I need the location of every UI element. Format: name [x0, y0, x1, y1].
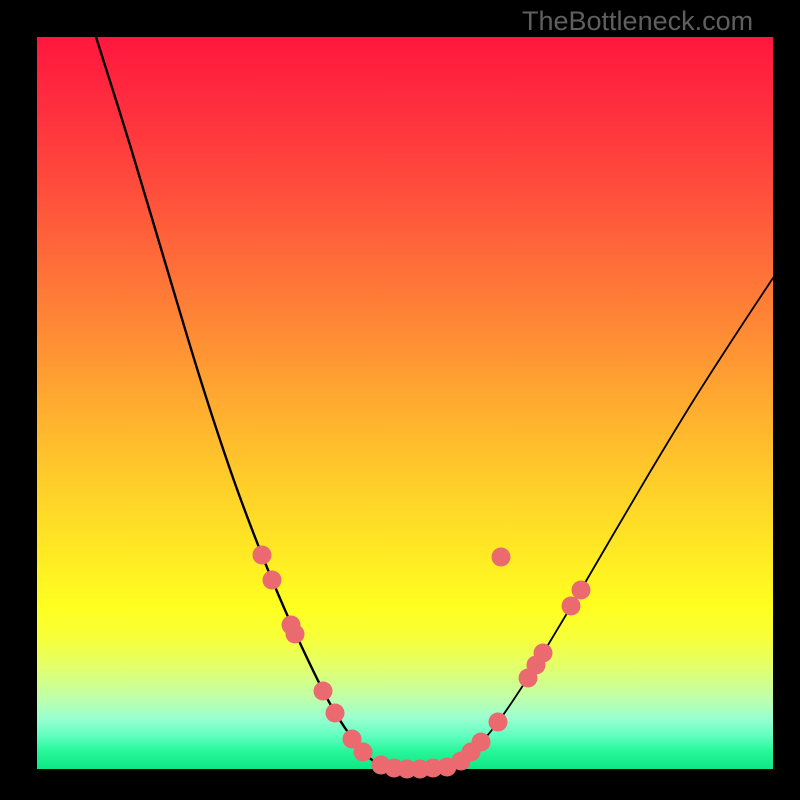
marker-point: [489, 713, 508, 732]
marker-point: [472, 733, 491, 752]
marker-point: [354, 743, 373, 762]
plot-background: [37, 37, 773, 769]
marker-point: [492, 548, 511, 567]
marker-point: [562, 597, 581, 616]
watermark-text: TheBottleneck.com: [522, 6, 753, 37]
marker-point: [253, 546, 272, 565]
chart-frame: TheBottleneck.com: [0, 0, 800, 800]
marker-point: [326, 704, 345, 723]
marker-point: [314, 682, 333, 701]
marker-point: [286, 625, 305, 644]
marker-point: [572, 581, 591, 600]
marker-point: [534, 644, 553, 663]
marker-point: [263, 571, 282, 590]
bottleneck-chart: [0, 0, 800, 800]
